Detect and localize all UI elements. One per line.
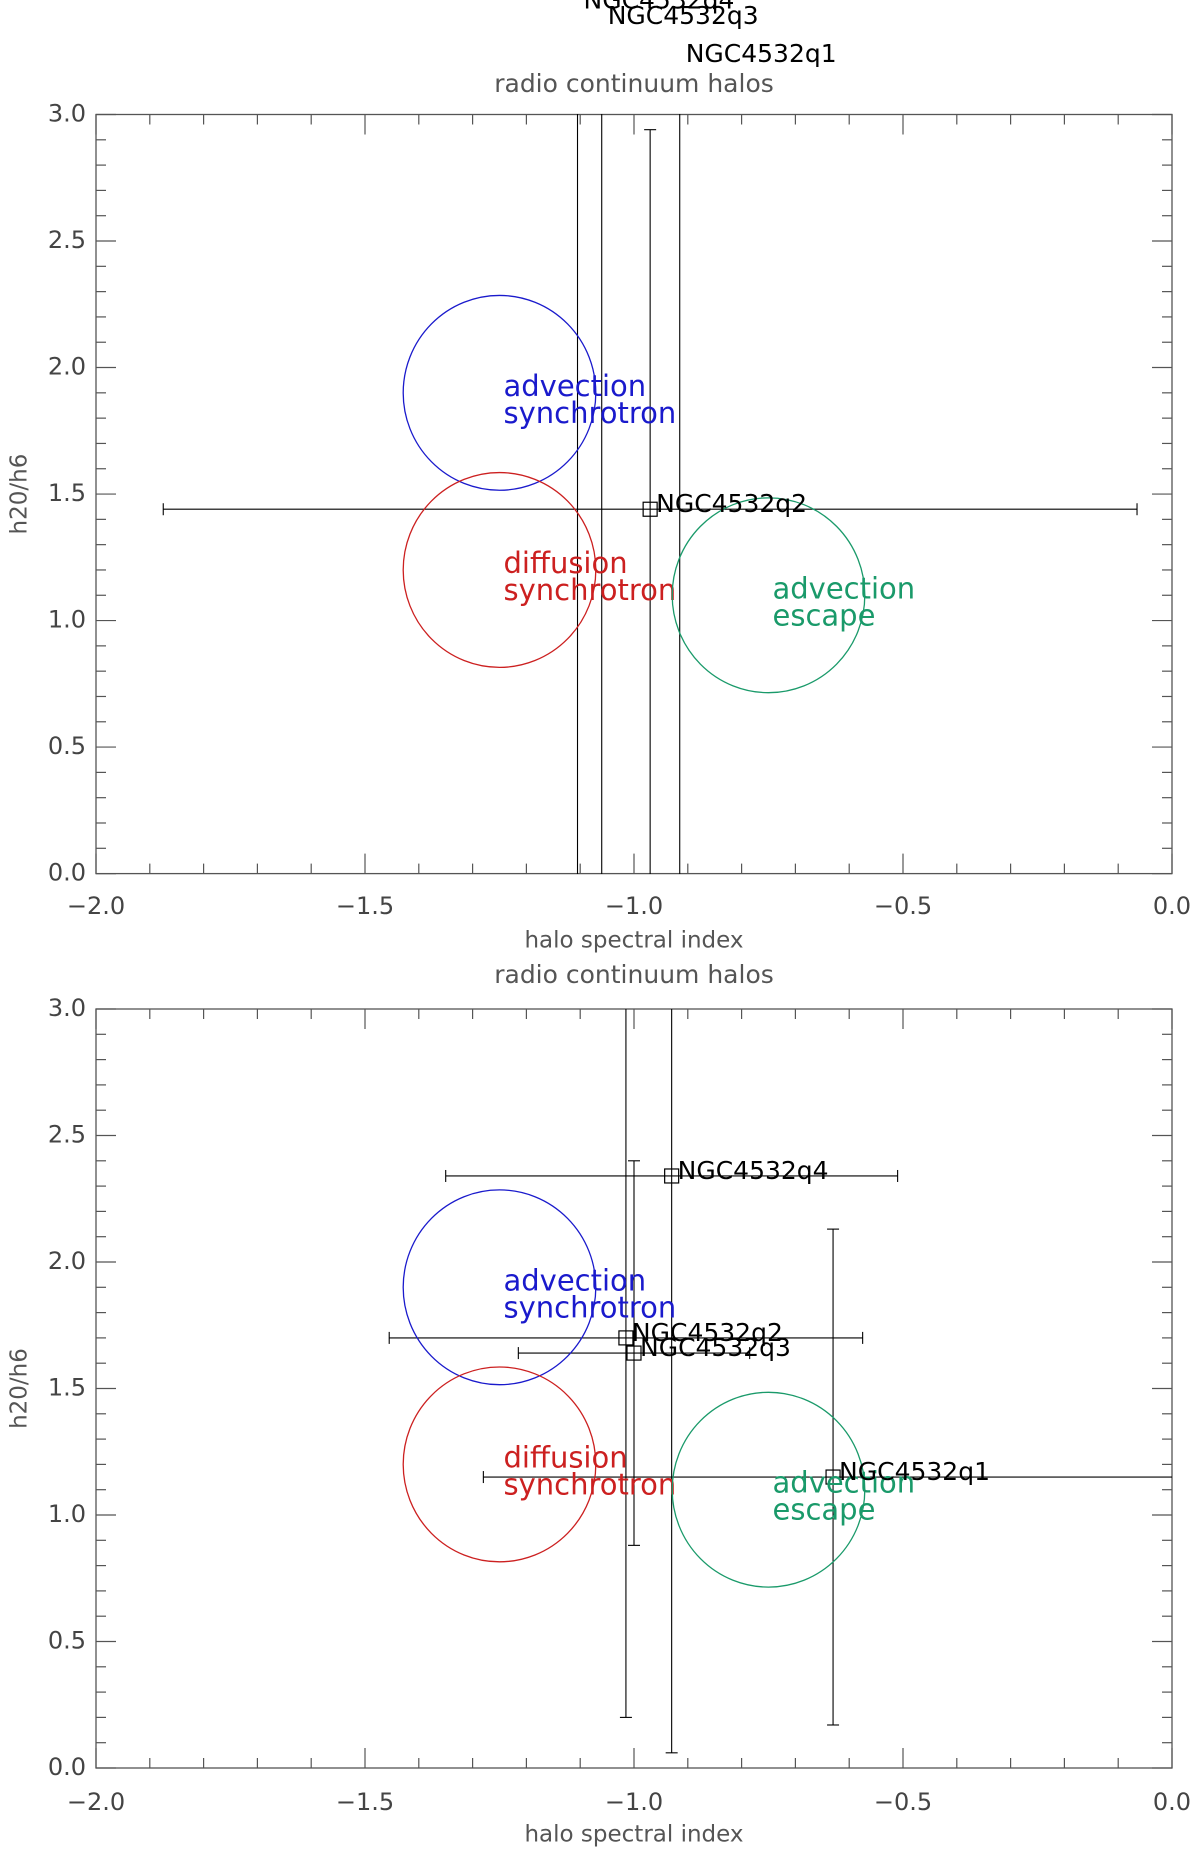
point-label: NGC4532q1 (686, 39, 837, 68)
x-axis-label: halo spectral index (524, 1822, 743, 1848)
y-tick-label: 0.5 (48, 732, 86, 760)
region-label: advection (504, 369, 647, 403)
plot-frame (95, 113, 1173, 875)
point (642, 501, 658, 517)
x-tick-label: −1.5 (336, 892, 394, 920)
point (825, 1469, 841, 1485)
region-label: diffusion (504, 546, 628, 580)
plot-area (162, 0, 1138, 874)
y-tick-label: 3.0 (48, 994, 86, 1022)
x-tick-label: −0.5 (874, 1788, 932, 1816)
point (664, 1168, 680, 1184)
region-circle (402, 294, 597, 491)
chart-title: radio continuum halos (494, 960, 774, 989)
x-tick-label: −0.5 (874, 892, 932, 920)
point-label: NGC4532q4 (584, 0, 735, 15)
x-tick-label: −1.5 (336, 1788, 394, 1816)
region-label: synchrotron (504, 396, 677, 430)
y-axis-label: h20/h6 (7, 454, 33, 535)
point-label: NGC4532q4 (678, 1156, 829, 1185)
point-label: NGC4532q3 (608, 1, 759, 30)
y-tick-label: 0.0 (48, 1753, 86, 1781)
region-label: escape (773, 1493, 876, 1527)
y-axis-label: h20/h6 (7, 1348, 33, 1429)
y-tick-label: 1.0 (48, 1500, 86, 1528)
chart-title: radio continuum halos (494, 69, 774, 98)
y-tick-label: 1.0 (48, 606, 86, 634)
region-label: advection (773, 1466, 916, 1500)
region-label: advection (504, 1263, 647, 1297)
y-tick-label: 2.5 (48, 1121, 86, 1149)
point-label: NGC4532q1 (839, 1457, 990, 1486)
region-circle (402, 1189, 597, 1386)
point (595, 14, 609, 28)
x-tick-label: −1.0 (605, 1788, 663, 1816)
region-circle (671, 1391, 866, 1588)
y-tick-label: 2.0 (48, 1247, 86, 1275)
point-label: NGC4532q3 (640, 1333, 791, 1362)
region-label: synchrotron (504, 1467, 677, 1501)
plot-area (388, 1009, 1172, 1754)
y-tick-label: 0.5 (48, 1627, 86, 1655)
point (626, 1345, 642, 1361)
region-label: synchrotron (504, 1290, 677, 1324)
y-tick-label: 2.5 (48, 226, 86, 254)
point (571, 0, 585, 13)
y-tick-label: 3.0 (48, 100, 86, 128)
region-circle (402, 471, 597, 669)
region-label: advection (773, 571, 916, 605)
x-tick-label: −2.0 (67, 892, 125, 920)
y-tick-label: 0.0 (48, 859, 86, 887)
region-circle (402, 1366, 597, 1563)
point (618, 1330, 634, 1346)
x-tick-label: −2.0 (67, 1788, 125, 1816)
region-circle (671, 497, 866, 694)
region-label: escape (773, 598, 876, 632)
plot: radio continuum halos halo spectral index… (7, 0, 1192, 954)
x-tick-label: −1.0 (605, 892, 663, 920)
plot: radio continuum halos halo spectral index… (7, 960, 1192, 1848)
point-label: NGC4532q2 (656, 489, 807, 518)
y-tick-label: 1.5 (48, 479, 86, 507)
region-label: diffusion (504, 1440, 628, 1474)
x-tick-label: 0.0 (1153, 892, 1191, 920)
region-label: synchrotron (504, 573, 677, 607)
x-axis-label: halo spectral index (524, 928, 743, 954)
y-tick-label: 1.5 (48, 1374, 86, 1402)
point (673, 52, 687, 66)
x-tick-label: 0.0 (1153, 1788, 1191, 1816)
point-label: NGC4532q2 (632, 1318, 783, 1347)
y-tick-label: 2.0 (48, 353, 86, 381)
